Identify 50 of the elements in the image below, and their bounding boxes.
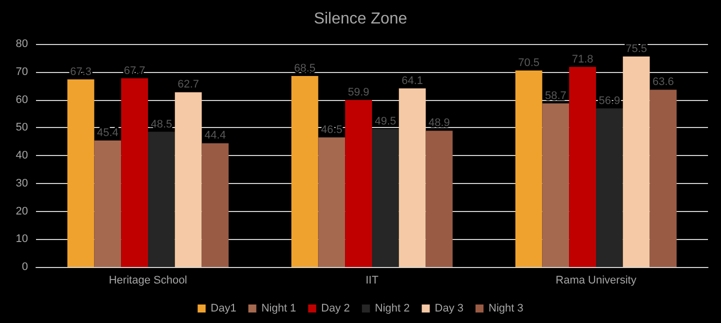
legend-label: Day 3 [434,302,464,314]
data-label: 44.4 [204,130,226,142]
data-label: 48.9 [428,117,450,130]
data-label: 63.6 [652,76,674,88]
bar [515,70,542,267]
legend-label: Day1 [210,302,236,314]
bar [94,140,122,267]
y-tick-label: 50 [16,122,28,134]
bar [148,132,175,267]
bar [426,130,453,267]
bar [202,143,229,267]
y-tick-label: 70 [16,66,28,78]
data-label: 62.7 [178,78,200,91]
bar [67,79,94,267]
bar [596,108,623,267]
bar [318,137,346,267]
bar [174,92,202,267]
x-tick-label: Rama University [556,274,637,286]
x-tick-label: IIT [366,274,379,286]
y-tick-label: 20 [16,205,28,218]
bar [569,66,596,267]
data-label: 70.5 [518,56,540,69]
y-tick-label: 0 [22,261,28,273]
data-label: 71.8 [572,53,594,66]
bar [650,90,677,267]
bar [345,100,372,267]
legend-label: Night 3 [488,302,524,314]
data-label: 68.5 [294,62,316,75]
y-tick-label: 80 [16,38,28,50]
bar [398,88,426,267]
data-label: 45.4 [96,126,118,139]
bar [622,56,650,267]
y-tick-label: 30 [16,177,28,190]
legend-label: Day 2 [321,302,350,314]
chart-title: Silence Zone [314,10,408,28]
y-tick-label: 10 [16,233,28,246]
y-tick-label: 60 [16,94,28,106]
y-tick-label: 40 [16,150,28,162]
legend-label: Night 2 [374,302,410,314]
x-tick-label: Heritage School [108,274,188,286]
data-label: 49.5 [374,116,396,128]
data-label: 59.9 [348,86,370,99]
data-label: 64.1 [402,74,424,87]
bar [121,78,148,267]
data-label: 58.7 [544,90,566,102]
bar [372,129,399,267]
legend-label: Night 1 [261,302,296,314]
bar [542,103,570,267]
data-label: 75.5 [626,43,648,56]
bar [291,76,318,267]
